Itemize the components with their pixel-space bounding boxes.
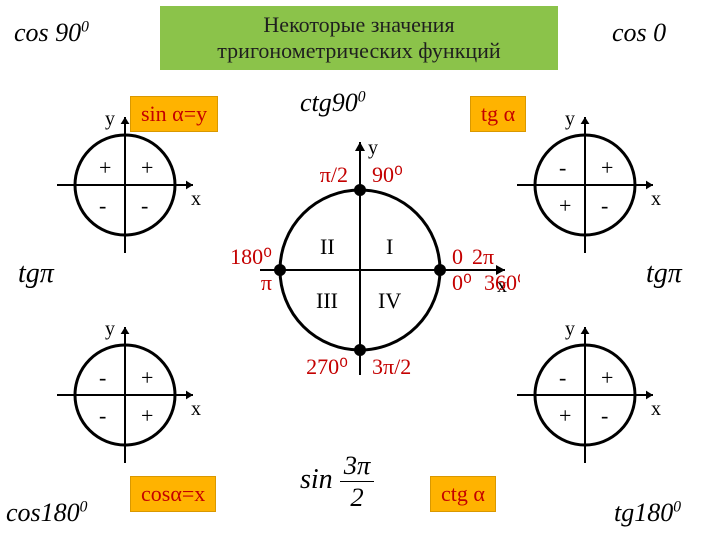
expr-sin3pi2: sin 3π 2 <box>300 450 374 513</box>
svg-text:-: - <box>601 193 608 218</box>
svg-text:3π/2: 3π/2 <box>372 354 411 379</box>
svg-text:y: y <box>565 318 575 340</box>
svg-text:+: + <box>99 155 111 180</box>
svg-text:0⁰: 0⁰ <box>452 270 472 295</box>
svg-text:+: + <box>559 193 571 218</box>
svg-text:360⁰: 360⁰ <box>484 270 520 295</box>
sign-circle-sin: xy++-- <box>40 90 210 260</box>
svg-text:-: - <box>559 155 566 180</box>
svg-text:-: - <box>99 193 106 218</box>
svg-text:IV: IV <box>378 288 401 313</box>
svg-text:0: 0 <box>452 244 463 269</box>
svg-text:+: + <box>141 403 153 428</box>
svg-text:y: y <box>565 108 575 130</box>
svg-text:90⁰: 90⁰ <box>372 162 403 187</box>
svg-text:y: y <box>105 318 115 340</box>
svg-text:x: x <box>651 398 661 420</box>
svg-text:π: π <box>261 270 272 295</box>
svg-text:-: - <box>99 365 106 390</box>
svg-text:-: - <box>141 193 148 218</box>
title-line1: Некоторые значения <box>263 12 454 37</box>
label-cos: cosα=x <box>130 476 216 512</box>
svg-text:y: y <box>105 108 115 130</box>
expr-cos90: cos 900 <box>14 18 89 48</box>
expr-tgpi-right: tgπ <box>646 258 682 290</box>
svg-text:+: + <box>601 155 613 180</box>
sign-circle-cos: xy+--+ <box>40 300 210 470</box>
svg-text:III: III <box>316 288 338 313</box>
svg-text:180⁰: 180⁰ <box>230 244 272 269</box>
svg-text:+: + <box>141 155 153 180</box>
page-title: Некоторые значения тригонометрических фу… <box>160 6 558 70</box>
svg-text:2π: 2π <box>472 244 494 269</box>
svg-text:270⁰: 270⁰ <box>306 354 348 379</box>
sign-circle-ctg: x y + - + - <box>500 300 670 470</box>
sign-circle-tg: x y + - + - <box>500 90 670 260</box>
title-line2: тригонометрических функций <box>217 38 500 63</box>
label-ctg: ctg α <box>430 476 496 512</box>
svg-text:+: + <box>141 365 153 390</box>
svg-text:π/2: π/2 <box>320 162 348 187</box>
unit-circle-main: IIIIIIIVxyπ/290⁰02π0⁰360⁰180⁰π270⁰3π/2 <box>200 110 520 430</box>
svg-text:+: + <box>559 403 571 428</box>
svg-text:y: y <box>368 137 378 159</box>
svg-text:-: - <box>601 403 608 428</box>
svg-text:+: + <box>601 365 613 390</box>
svg-text:-: - <box>559 365 566 390</box>
expr-cos180: cos1800 <box>6 498 87 528</box>
expr-tgpi-left: tgπ <box>18 258 54 290</box>
svg-text:x: x <box>651 188 661 210</box>
expr-cos0: cos 0 <box>612 18 666 48</box>
svg-text:-: - <box>99 403 106 428</box>
expr-tg180: tg1800 <box>614 498 681 528</box>
svg-text:I: I <box>386 234 393 259</box>
svg-text:II: II <box>320 234 335 259</box>
